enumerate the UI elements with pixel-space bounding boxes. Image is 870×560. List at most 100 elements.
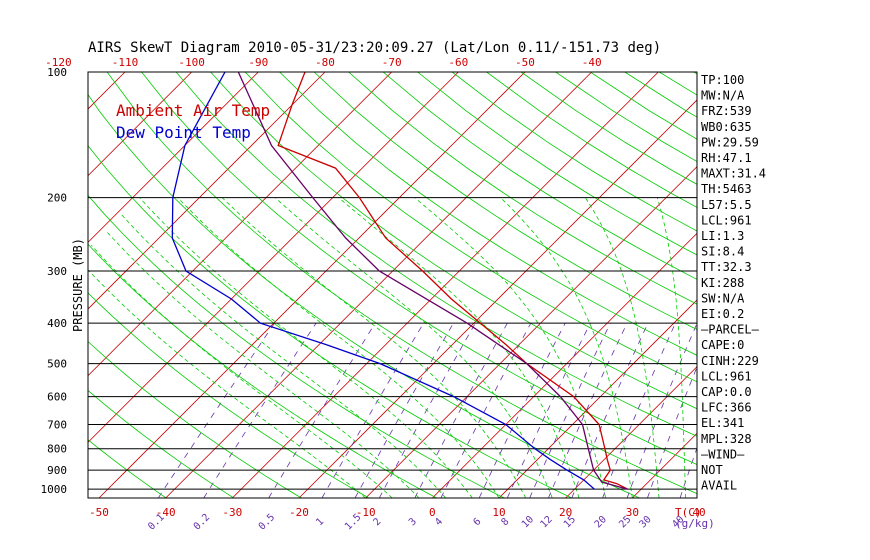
- bottom-temp-tick-label: 10: [492, 506, 505, 519]
- index-rh-47-1: RH:47.1: [701, 151, 752, 165]
- mixing-ratio-label: 2: [372, 516, 384, 528]
- dry-adiabat-line: [88, 439, 167, 498]
- isotherm-line: [0, 72, 58, 498]
- mixing-ratio-line: [571, 323, 649, 498]
- dry-adiabat-line: [313, 72, 697, 330]
- moist-adiabat-line: [221, 197, 527, 498]
- isotherm-line: [165, 72, 592, 498]
- index-cap-0-0: CAP:0.0: [701, 385, 752, 399]
- series-ambient-air-temp-line: [277, 72, 629, 490]
- plot-frame: [87, 71, 698, 499]
- index-tp-100: TP:100: [701, 73, 744, 87]
- isotherm-line: [88, 72, 459, 443]
- isotherm-line: [766, 72, 870, 498]
- mixing-ratio-line: [478, 323, 566, 498]
- index-lfc-366: LFC:366: [701, 401, 752, 415]
- index-l57-5-5: L57:5.5: [701, 198, 752, 212]
- isotherm-line: [88, 72, 259, 243]
- mixing-ratio-line: [529, 323, 611, 498]
- top-temp-tick-label: -70: [382, 56, 402, 69]
- moist-adiabat-line: [90, 244, 393, 498]
- moist-adiabat-line: [584, 197, 660, 498]
- moist-adiabat-line: [274, 197, 553, 498]
- isotherm-line: [432, 232, 697, 498]
- top-temp-tick-label: -110: [112, 56, 139, 69]
- isotherm-line: [365, 166, 697, 498]
- dry-adiabat-line: [244, 72, 697, 383]
- pressure-tick-label: 600: [47, 391, 67, 404]
- top-temp-tick-label: -50: [515, 56, 535, 69]
- mixing-ratio-label: 30: [637, 514, 653, 530]
- mixing-ratio-label: 0.5: [257, 512, 278, 533]
- dry-adiabat-line: [175, 72, 697, 437]
- dry-adiabat-line: [486, 72, 697, 208]
- pressure-tick-label: 1000: [41, 483, 68, 496]
- isotherm-line: [298, 99, 697, 498]
- pressure-tick-label: 300: [47, 265, 67, 278]
- index-not: NOT: [701, 463, 723, 477]
- isotherm-line: [832, 72, 870, 498]
- index-cape-0: CAPE:0: [701, 338, 744, 352]
- mixing-ratio-label: 10: [520, 514, 536, 530]
- index-frz-539: FRZ:539: [701, 104, 752, 118]
- series-parcel-line: [237, 72, 628, 490]
- top-temp-tick-label: -100: [178, 56, 205, 69]
- moist-adiabat-line: [656, 197, 687, 498]
- moist-adiabat-line: [121, 214, 446, 498]
- y-axis-label: PRESSURE (MB): [71, 238, 85, 332]
- dry-adiabat-line: [88, 194, 505, 498]
- index-sw-n-a: SW:N/A: [701, 291, 745, 305]
- mixing-ratio-label: 1: [314, 516, 326, 528]
- x-axis-label: T(C): [675, 506, 702, 519]
- top-temp-tick-label: -40: [582, 56, 602, 69]
- index-si-8-4: SI:8.4: [701, 245, 744, 259]
- moist-adiabat-line: [414, 197, 607, 498]
- isotherm-line: [88, 72, 192, 177]
- isotherm-line: [565, 366, 697, 498]
- isotherm-line: [498, 299, 697, 498]
- mixing-ratio-label: 6: [471, 516, 483, 528]
- legend-dewpoint: Dew Point Temp: [116, 123, 251, 142]
- bottom-temp-tick-label: -20: [289, 506, 309, 519]
- pressure-tick-label: 400: [47, 317, 67, 330]
- index-mw-n-a: MW:N/A: [701, 89, 745, 103]
- index-li-1-3: LI:1.3: [701, 229, 744, 243]
- index-parcel: —PARCEL—: [701, 323, 760, 337]
- mixing-ratio-line: [602, 323, 676, 498]
- mixing-ratio-line: [203, 322, 317, 498]
- dry-adiabat-line: [88, 292, 370, 498]
- index-ki-288: KI:288: [701, 276, 744, 290]
- dry-adiabat-line: [88, 145, 572, 498]
- mixing-ratio-unit: (g/kg): [675, 517, 715, 530]
- top-temp-tick-label: -120: [45, 56, 72, 69]
- pressure-tick-label: 900: [47, 464, 67, 477]
- mixing-ratio-line: [440, 323, 532, 498]
- bottom-temp-tick-label: -50: [89, 506, 109, 519]
- mixing-ratio-line: [626, 323, 697, 498]
- dry-adiabat-line: [88, 93, 640, 498]
- dry-adiabat-line: [382, 72, 697, 280]
- pressure-tick-label: 100: [47, 66, 67, 79]
- dry-adiabat-line: [141, 72, 697, 466]
- mixing-ratio-line: [548, 323, 628, 498]
- dry-adiabat-line: [348, 72, 697, 305]
- mixing-ratio-line: [414, 323, 508, 498]
- dry-adiabat-line: [88, 243, 437, 498]
- dry-adiabat-line: [106, 72, 697, 495]
- bottom-temp-tick-label: -40: [156, 506, 176, 519]
- index-maxt-31-4: MAXT:31.4: [701, 167, 766, 181]
- index-lcl-961: LCL:961: [701, 369, 752, 383]
- moist-adiabat-line: [139, 197, 473, 498]
- index-wind: —WIND—: [701, 447, 745, 461]
- dry-adiabat-line: [210, 72, 697, 410]
- index-ei-0-2: EI:0.2: [701, 307, 744, 321]
- bottom-temp-tick-label: 40: [692, 506, 705, 519]
- isotherm-line: [98, 72, 526, 498]
- mixing-ratio-line: [268, 322, 376, 498]
- moist-adiabat-line: [88, 269, 366, 498]
- bottom-temp-tick-label: 20: [559, 506, 572, 519]
- index-tt-32-3: TT:32.3: [701, 260, 752, 274]
- bottom-temp-tick-label: 30: [626, 506, 639, 519]
- mixing-ratio-label: 0.2: [192, 512, 213, 533]
- bottom-temp-tick-label: -30: [222, 506, 242, 519]
